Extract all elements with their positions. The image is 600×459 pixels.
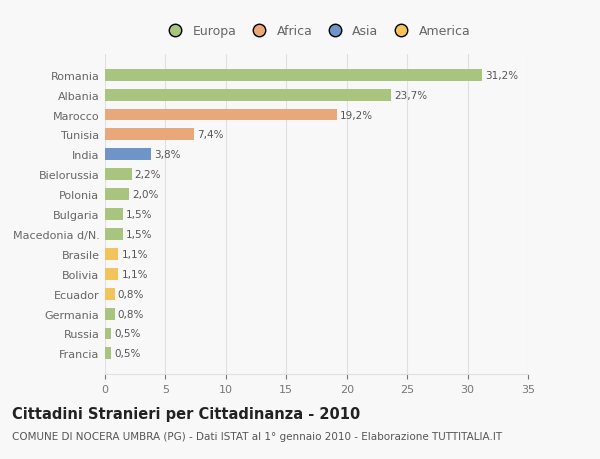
Bar (105, 149, 151, 161)
Bar (105, 169, 131, 181)
Text: COMUNE DI NOCERA UMBRA (PG) - Dati ISTAT al 1° gennaio 2010 - Elaborazione TUTTI: COMUNE DI NOCERA UMBRA (PG) - Dati ISTAT… (12, 431, 502, 442)
Text: 1,5%: 1,5% (126, 230, 152, 240)
Text: 3,8%: 3,8% (154, 150, 181, 160)
Text: 23,7%: 23,7% (394, 90, 428, 101)
Text: Cittadini Stranieri per Cittadinanza - 2010: Cittadini Stranieri per Cittadinanza - 2… (12, 406, 360, 421)
Bar (105, 248, 118, 260)
Text: 0,5%: 0,5% (114, 349, 140, 358)
Text: 0,5%: 0,5% (114, 329, 140, 339)
Text: 2,2%: 2,2% (134, 170, 161, 180)
Bar (105, 288, 115, 300)
Bar (105, 129, 194, 141)
Text: 19,2%: 19,2% (340, 110, 373, 120)
Bar (105, 209, 123, 220)
Bar (105, 328, 111, 340)
Bar (105, 90, 391, 101)
Text: 0,8%: 0,8% (118, 289, 144, 299)
Text: 2,0%: 2,0% (132, 190, 158, 200)
Bar (105, 109, 337, 121)
Text: 31,2%: 31,2% (485, 71, 518, 80)
Bar (105, 268, 118, 280)
Bar (105, 229, 123, 241)
Legend: Europa, Africa, Asia, America: Europa, Africa, Asia, America (158, 20, 475, 43)
Bar (105, 308, 115, 320)
Text: 7,4%: 7,4% (197, 130, 224, 140)
Text: 1,1%: 1,1% (121, 269, 148, 279)
Bar (105, 70, 482, 82)
Bar (105, 189, 129, 201)
Bar (105, 347, 111, 359)
Text: 1,5%: 1,5% (126, 210, 152, 219)
Text: 1,1%: 1,1% (121, 249, 148, 259)
Text: 0,8%: 0,8% (118, 309, 144, 319)
